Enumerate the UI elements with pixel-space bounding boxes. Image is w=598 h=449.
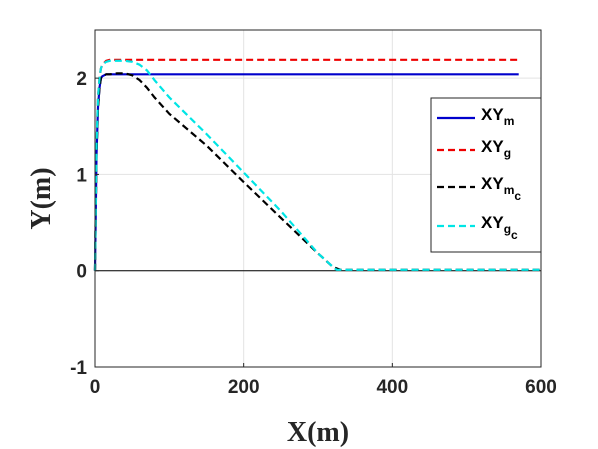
legend-label-3: XYgc xyxy=(481,213,518,242)
y-axis-title: Y(m) xyxy=(26,167,57,229)
legend: XYm XYg XYmc XYgc xyxy=(430,97,542,253)
x-tick-label-3: 600 xyxy=(525,377,557,398)
y-tick-label-3: 2 xyxy=(76,69,87,90)
series-line-3 xyxy=(93,59,541,271)
legend-label-1: XYg xyxy=(481,137,511,160)
y-tick-label-2: 1 xyxy=(76,165,87,186)
series-layer xyxy=(93,58,541,271)
x-tick-label-2: 400 xyxy=(376,377,408,398)
legend-label-0: XYm xyxy=(481,105,514,128)
legend-label-2: XYmc xyxy=(481,174,521,203)
y-tick-label-0: -1 xyxy=(70,358,87,379)
x-tick-label-1: 200 xyxy=(228,377,260,398)
x-tick-label-0: 0 xyxy=(90,377,101,398)
y-tick-label-1: 0 xyxy=(76,262,87,283)
x-axis-title: X(m) xyxy=(287,417,349,448)
